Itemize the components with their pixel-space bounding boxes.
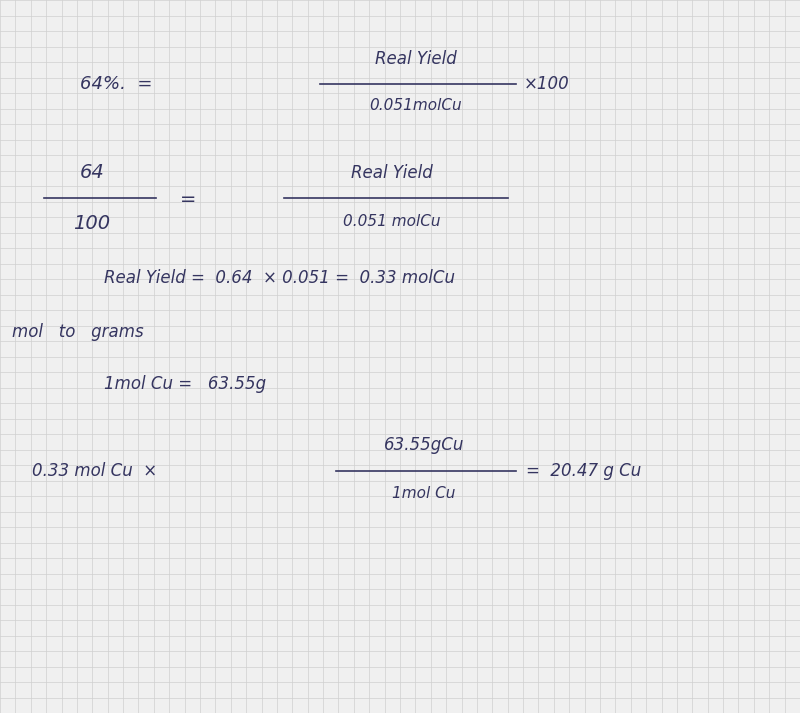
Text: 64%.  =: 64%. =: [80, 75, 153, 93]
Text: =: =: [180, 190, 196, 209]
Text: 1mol Cu =   63.55g: 1mol Cu = 63.55g: [104, 374, 266, 393]
Text: 1mol Cu: 1mol Cu: [392, 486, 456, 501]
Text: 63.55gCu: 63.55gCu: [384, 436, 464, 454]
Text: mol   to   grams: mol to grams: [12, 322, 144, 341]
Text: 100: 100: [74, 214, 110, 233]
Text: Real Yield: Real Yield: [351, 164, 433, 182]
Text: 64: 64: [80, 163, 104, 182]
Text: Real Yield: Real Yield: [375, 50, 457, 68]
Text: 0.33 mol Cu  ×: 0.33 mol Cu ×: [32, 461, 157, 480]
Text: =  20.47 g Cu: = 20.47 g Cu: [526, 461, 642, 480]
Text: ×100: ×100: [524, 75, 570, 93]
Text: 0.051 molCu: 0.051 molCu: [343, 214, 441, 229]
Text: Real Yield =  0.64  × 0.051 =  0.33 molCu: Real Yield = 0.64 × 0.051 = 0.33 molCu: [104, 269, 455, 287]
Text: 0.051molCu: 0.051molCu: [370, 98, 462, 113]
